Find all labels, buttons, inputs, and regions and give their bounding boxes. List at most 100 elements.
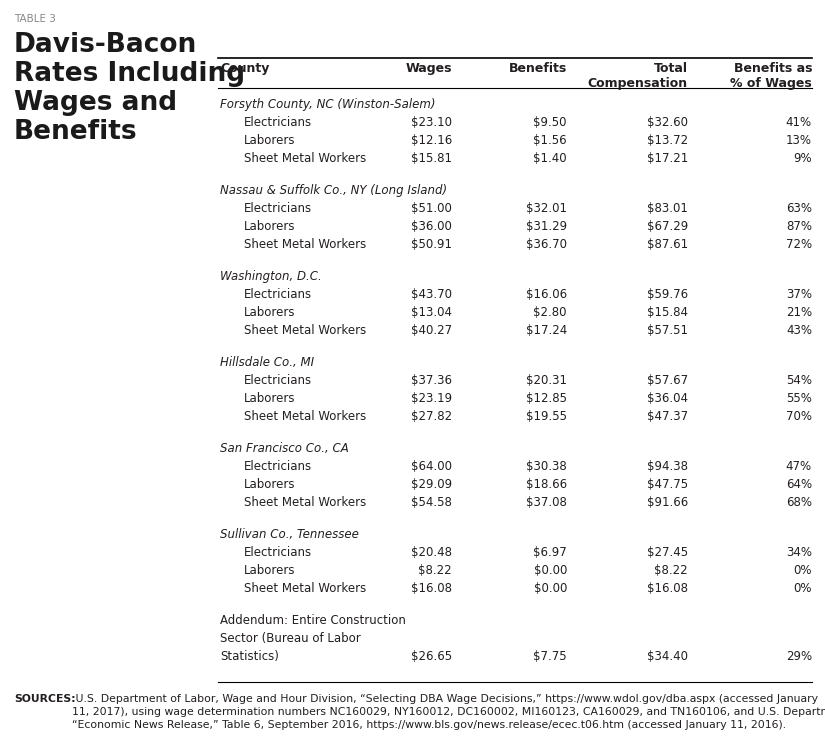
Text: $17.21: $17.21 xyxy=(647,152,688,165)
Text: TABLE 3: TABLE 3 xyxy=(14,14,56,24)
Text: $32.60: $32.60 xyxy=(647,116,688,129)
Text: Laborers: Laborers xyxy=(244,306,295,319)
Text: $26.65: $26.65 xyxy=(411,650,452,663)
Text: $13.72: $13.72 xyxy=(647,134,688,147)
Text: $16.06: $16.06 xyxy=(526,288,567,301)
Text: $91.66: $91.66 xyxy=(647,496,688,509)
Text: Laborers: Laborers xyxy=(244,392,295,405)
Text: $1.56: $1.56 xyxy=(534,134,567,147)
Text: $30.38: $30.38 xyxy=(526,460,567,473)
Text: $36.70: $36.70 xyxy=(526,238,567,251)
Text: Electricians: Electricians xyxy=(244,374,312,387)
Text: Davis-Bacon
Rates Including
Wages and
Benefits: Davis-Bacon Rates Including Wages and Be… xyxy=(14,32,245,145)
Text: $32.01: $32.01 xyxy=(526,202,567,215)
Text: Washington, D.C.: Washington, D.C. xyxy=(220,270,322,283)
Text: $34.40: $34.40 xyxy=(647,650,688,663)
Text: $87.61: $87.61 xyxy=(647,238,688,251)
Text: Sullivan Co., Tennessee: Sullivan Co., Tennessee xyxy=(220,528,359,541)
Text: $51.00: $51.00 xyxy=(411,202,452,215)
Text: 21%: 21% xyxy=(786,306,812,319)
Text: 37%: 37% xyxy=(786,288,812,301)
Text: $47.37: $47.37 xyxy=(647,410,688,423)
Text: $40.27: $40.27 xyxy=(411,324,452,337)
Text: 29%: 29% xyxy=(786,650,812,663)
Text: $29.09: $29.09 xyxy=(411,478,452,491)
Text: 64%: 64% xyxy=(786,478,812,491)
Text: U.S. Department of Labor, Wage and Hour Division, “Selecting DBA Wage Decisions,: U.S. Department of Labor, Wage and Hour … xyxy=(72,694,825,730)
Text: $31.29: $31.29 xyxy=(526,220,567,233)
Text: $2.80: $2.80 xyxy=(534,306,567,319)
Text: 87%: 87% xyxy=(786,220,812,233)
Text: $50.91: $50.91 xyxy=(411,238,452,251)
Text: $17.24: $17.24 xyxy=(526,324,567,337)
Text: Total
Compensation: Total Compensation xyxy=(588,62,688,90)
Text: $8.22: $8.22 xyxy=(418,564,452,577)
Text: $54.58: $54.58 xyxy=(411,496,452,509)
Text: $0.00: $0.00 xyxy=(534,564,567,577)
Text: Laborers: Laborers xyxy=(244,220,295,233)
Text: $6.97: $6.97 xyxy=(533,546,567,559)
Text: $1.40: $1.40 xyxy=(534,152,567,165)
Text: Electricians: Electricians xyxy=(244,116,312,129)
Text: $36.04: $36.04 xyxy=(647,392,688,405)
Text: Laborers: Laborers xyxy=(244,134,295,147)
Text: Addendum: Entire Construction: Addendum: Entire Construction xyxy=(220,614,406,627)
Text: $20.31: $20.31 xyxy=(526,374,567,387)
Text: Statistics): Statistics) xyxy=(220,650,279,663)
Text: $19.55: $19.55 xyxy=(526,410,567,423)
Text: $8.22: $8.22 xyxy=(654,564,688,577)
Text: Laborers: Laborers xyxy=(244,478,295,491)
Text: $15.84: $15.84 xyxy=(647,306,688,319)
Text: $27.45: $27.45 xyxy=(647,546,688,559)
Text: Sheet Metal Workers: Sheet Metal Workers xyxy=(244,238,366,251)
Text: 63%: 63% xyxy=(786,202,812,215)
Text: 0%: 0% xyxy=(794,582,812,595)
Text: Electricians: Electricians xyxy=(244,288,312,301)
Text: 9%: 9% xyxy=(794,152,812,165)
Text: Forsyth County, NC (Winston-Salem): Forsyth County, NC (Winston-Salem) xyxy=(220,98,436,111)
Text: Sector (Bureau of Labor: Sector (Bureau of Labor xyxy=(220,632,361,645)
Text: $57.51: $57.51 xyxy=(647,324,688,337)
Text: Sheet Metal Workers: Sheet Metal Workers xyxy=(244,324,366,337)
Text: $67.29: $67.29 xyxy=(647,220,688,233)
Text: $47.75: $47.75 xyxy=(647,478,688,491)
Text: $12.85: $12.85 xyxy=(526,392,567,405)
Text: Wages: Wages xyxy=(406,62,452,75)
Text: $13.04: $13.04 xyxy=(411,306,452,319)
Text: Benefits as
% of Wages: Benefits as % of Wages xyxy=(730,62,812,90)
Text: $7.75: $7.75 xyxy=(534,650,567,663)
Text: Sheet Metal Workers: Sheet Metal Workers xyxy=(244,496,366,509)
Text: $0.00: $0.00 xyxy=(534,582,567,595)
Text: $57.67: $57.67 xyxy=(647,374,688,387)
Text: 13%: 13% xyxy=(786,134,812,147)
Text: $83.01: $83.01 xyxy=(647,202,688,215)
Text: 55%: 55% xyxy=(786,392,812,405)
Text: Nassau & Suffolk Co., NY (Long Island): Nassau & Suffolk Co., NY (Long Island) xyxy=(220,184,447,197)
Text: 70%: 70% xyxy=(786,410,812,423)
Text: $15.81: $15.81 xyxy=(411,152,452,165)
Text: $23.10: $23.10 xyxy=(411,116,452,129)
Text: $20.48: $20.48 xyxy=(411,546,452,559)
Text: $9.50: $9.50 xyxy=(534,116,567,129)
Text: 47%: 47% xyxy=(786,460,812,473)
Text: SOURCES:: SOURCES: xyxy=(14,694,76,704)
Text: $23.19: $23.19 xyxy=(411,392,452,405)
Text: $18.66: $18.66 xyxy=(526,478,567,491)
Text: 41%: 41% xyxy=(786,116,812,129)
Text: $37.08: $37.08 xyxy=(526,496,567,509)
Text: $59.76: $59.76 xyxy=(647,288,688,301)
Text: Electricians: Electricians xyxy=(244,460,312,473)
Text: $43.70: $43.70 xyxy=(411,288,452,301)
Text: Laborers: Laborers xyxy=(244,564,295,577)
Text: $36.00: $36.00 xyxy=(411,220,452,233)
Text: $94.38: $94.38 xyxy=(647,460,688,473)
Text: $27.82: $27.82 xyxy=(411,410,452,423)
Text: 72%: 72% xyxy=(786,238,812,251)
Text: Electricians: Electricians xyxy=(244,202,312,215)
Text: County: County xyxy=(220,62,270,75)
Text: Hillsdale Co., MI: Hillsdale Co., MI xyxy=(220,356,314,369)
Text: $37.36: $37.36 xyxy=(411,374,452,387)
Text: $64.00: $64.00 xyxy=(411,460,452,473)
Text: Sheet Metal Workers: Sheet Metal Workers xyxy=(244,582,366,595)
Text: Electricians: Electricians xyxy=(244,546,312,559)
